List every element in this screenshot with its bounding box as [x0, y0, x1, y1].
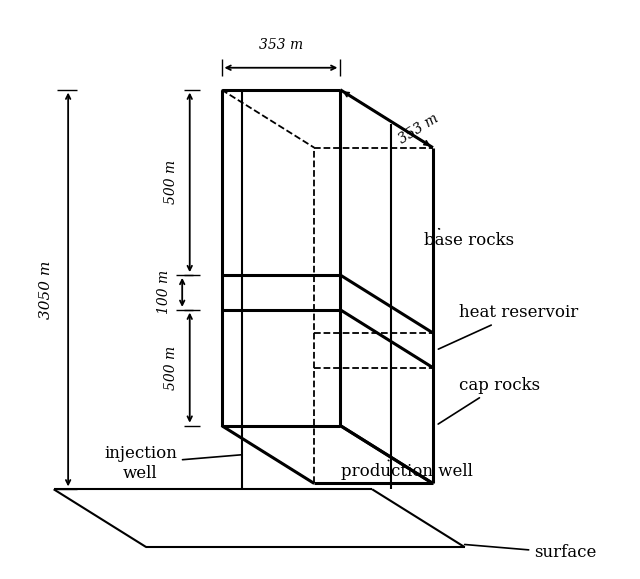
Text: 500 m: 500 m — [164, 346, 178, 390]
Text: surface: surface — [465, 544, 596, 562]
Text: 100 m: 100 m — [157, 270, 171, 314]
Text: production well: production well — [341, 460, 473, 481]
Text: injection
well: injection well — [104, 445, 242, 482]
Text: cap rocks: cap rocks — [438, 376, 540, 424]
Text: 3050 m: 3050 m — [39, 261, 53, 318]
Text: 500 m: 500 m — [164, 160, 178, 204]
Text: 353 m: 353 m — [396, 112, 441, 146]
Text: heat reservoir: heat reservoir — [438, 304, 578, 349]
Text: base rocks: base rocks — [424, 229, 515, 249]
Text: 353 m: 353 m — [259, 38, 303, 52]
